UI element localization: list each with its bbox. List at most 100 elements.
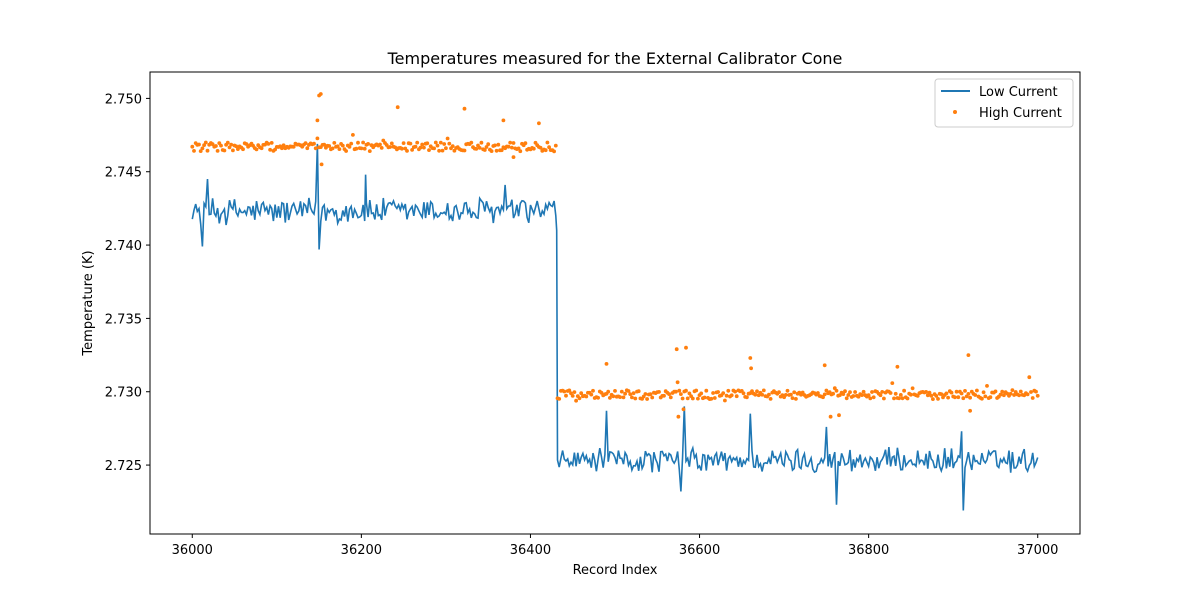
- high-current-point: [305, 146, 310, 151]
- high-current-point: [557, 397, 562, 401]
- high-current-point: [699, 391, 704, 396]
- high-current-point: [482, 148, 487, 152]
- high-current-point: [905, 396, 910, 401]
- high-current-point: [574, 398, 578, 403]
- high-current-point: [1010, 388, 1015, 392]
- y-tick-label: 2.735: [105, 312, 142, 327]
- y-axis: 2.725 2.730 2.735 2.740 2.745 2.750: [105, 92, 150, 474]
- high-current-point: [1025, 392, 1030, 397]
- high-current-point: [733, 389, 737, 394]
- high-current-point: [985, 384, 989, 388]
- x-axis: 36000 36200 36400 36600 36800 37000: [172, 534, 1058, 558]
- legend: Low Current High Current: [934, 78, 1074, 128]
- high-current-outlier: [837, 413, 841, 418]
- high-current-point: [259, 146, 264, 151]
- high-current-point: [870, 390, 874, 394]
- high-current-point: [846, 393, 851, 397]
- high-current-point: [650, 395, 655, 400]
- high-current-point: [280, 146, 284, 151]
- high-current-point: [203, 140, 208, 145]
- high-current-point: [643, 392, 648, 396]
- high-current-point: [197, 142, 201, 147]
- high-current-point: [848, 390, 852, 394]
- high-current-point: [631, 391, 636, 396]
- high-current-outlier: [968, 408, 972, 413]
- low-current-layer: [191, 143, 1039, 511]
- high-current-point: [510, 145, 514, 150]
- high-current-point: [851, 394, 856, 398]
- high-current-point: [508, 140, 513, 145]
- high-current-point: [981, 390, 986, 395]
- high-current-point: [648, 392, 653, 397]
- high-current-point: [704, 388, 709, 393]
- high-current-point: [359, 146, 364, 151]
- high-current-point: [493, 143, 497, 148]
- high-current-point: [420, 142, 425, 147]
- high-current-point: [327, 144, 332, 148]
- high-current-point: [968, 395, 972, 400]
- high-current-point: [973, 393, 978, 397]
- high-current-point: [675, 380, 680, 385]
- high-current-point: [484, 145, 489, 149]
- high-current-point: [361, 140, 365, 145]
- legend-high-current-label: High Current: [979, 106, 1062, 121]
- high-current-point: [388, 145, 392, 149]
- high-current-point: [949, 390, 954, 395]
- high-current-point: [432, 146, 436, 151]
- high-current-point: [822, 392, 827, 397]
- high-current-point: [1030, 396, 1035, 400]
- high-current-point: [726, 388, 731, 393]
- high-current-point: [198, 149, 203, 154]
- high-current-point: [1034, 389, 1038, 394]
- high-current-point: [422, 145, 426, 150]
- high-current-point: [564, 393, 568, 398]
- high-current-outlier: [501, 118, 506, 123]
- high-current-point: [1008, 391, 1013, 396]
- high-current-point: [792, 390, 797, 395]
- high-current-point: [531, 146, 536, 151]
- high-current-point: [1035, 393, 1040, 398]
- high-current-point: [871, 395, 876, 400]
- high-current-point: [975, 388, 979, 393]
- high-current-outlier: [828, 414, 833, 419]
- high-current-point: [789, 392, 793, 397]
- high-current-point: [843, 389, 847, 394]
- high-current-point: [668, 395, 673, 400]
- high-current-point: [677, 388, 682, 393]
- high-current-point: [927, 390, 932, 395]
- high-current-point: [939, 392, 944, 396]
- high-current-outlier: [684, 345, 688, 350]
- high-current-point: [702, 395, 707, 400]
- high-current-point: [234, 144, 239, 149]
- high-current-outlier: [676, 414, 681, 419]
- high-current-point: [1018, 389, 1023, 394]
- high-current-point: [400, 146, 404, 151]
- high-current-point: [944, 391, 949, 396]
- high-current-point: [611, 394, 616, 399]
- y-tick-label: 2.730: [105, 386, 142, 401]
- high-current-point: [427, 148, 431, 153]
- high-current-point: [724, 393, 729, 398]
- high-current-point: [229, 142, 234, 147]
- high-current-point: [408, 141, 413, 146]
- high-current-point: [452, 148, 457, 153]
- high-current-point: [963, 389, 967, 393]
- high-current-point: [496, 142, 501, 147]
- high-current-point: [868, 396, 873, 401]
- high-current-point: [433, 140, 438, 145]
- high-current-point: [628, 392, 633, 396]
- high-current-point: [330, 146, 335, 151]
- high-current-point: [980, 396, 984, 401]
- y-tick-label: 2.725: [105, 459, 142, 474]
- high-current-point: [888, 391, 893, 395]
- high-current-point: [824, 388, 829, 393]
- x-tick-label: 37000: [1017, 543, 1058, 558]
- high-current-point: [619, 389, 624, 394]
- high-current-point: [983, 394, 988, 399]
- high-current-point: [367, 149, 372, 154]
- high-current-point: [936, 397, 940, 401]
- high-current-point: [349, 141, 354, 146]
- high-current-point: [445, 136, 450, 141]
- high-current-point: [405, 149, 409, 153]
